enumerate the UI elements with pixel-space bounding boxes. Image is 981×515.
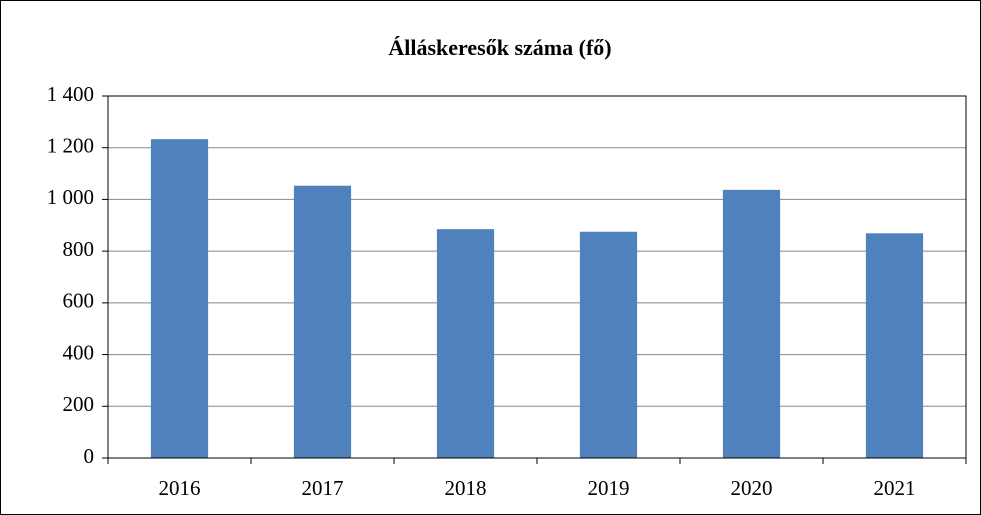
bar <box>150 139 209 458</box>
x-tick-label: 2019 <box>588 476 630 500</box>
bar <box>579 231 638 458</box>
y-tick-label: 0 <box>84 444 95 468</box>
y-tick-label: 1 400 <box>47 82 94 106</box>
x-tick-label: 2021 <box>874 476 916 500</box>
bar <box>293 185 352 458</box>
x-tick-label: 2020 <box>731 476 773 500</box>
bar <box>722 189 781 458</box>
y-tick-label: 1 000 <box>47 185 94 209</box>
x-tick-label: 2017 <box>302 476 344 500</box>
y-tick-label: 1 200 <box>47 134 94 158</box>
y-tick-label: 200 <box>63 392 95 416</box>
chart-title: Álláskeresők száma (fő) <box>388 35 611 60</box>
x-tick-label: 2018 <box>445 476 487 500</box>
y-tick-label: 800 <box>63 237 95 261</box>
bar <box>865 233 924 458</box>
x-tick-label: 2016 <box>159 476 201 500</box>
y-tick-label: 600 <box>63 289 95 313</box>
bar <box>436 229 495 458</box>
y-tick-label: 400 <box>63 340 95 364</box>
